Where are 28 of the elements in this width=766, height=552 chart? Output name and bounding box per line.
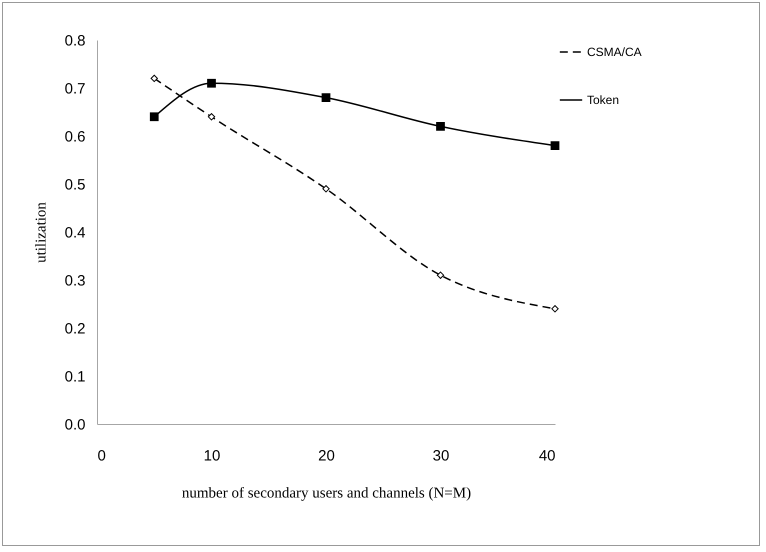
x-tick-label: 0 — [98, 448, 106, 464]
point — [436, 272, 444, 279]
x-tick-label: 20 — [318, 448, 335, 464]
y-tick-label: 0.2 — [64, 320, 86, 338]
legend-label: Token — [587, 93, 620, 107]
y-tick-label: 0.0 — [64, 416, 86, 434]
point — [550, 141, 560, 150]
y-tick-label: 0.1 — [64, 368, 86, 386]
y-tick-label: 0.7 — [64, 80, 86, 98]
y-tick-label: 0.8 — [64, 32, 86, 50]
x-axis-title: number of secondary users and channels (N=M) — [182, 486, 472, 502]
y-tick-label: 0.3 — [64, 272, 86, 290]
legend-label: CSMA/CA — [587, 45, 642, 59]
x-tick-label: 10 — [204, 448, 220, 464]
point — [551, 305, 559, 312]
point — [436, 122, 445, 131]
point — [207, 78, 216, 88]
y-axis-title: utilization — [34, 202, 50, 263]
x-tick-label: 40 — [538, 448, 556, 464]
y-tick-label: 0.4 — [64, 224, 86, 242]
y-tick-label: 0.6 — [64, 128, 86, 146]
x-tick-label: 30 — [432, 448, 450, 464]
point — [322, 93, 330, 102]
point — [150, 74, 158, 82]
point — [322, 185, 330, 192]
point — [208, 113, 216, 120]
y-tick-label: 0.5 — [64, 176, 86, 194]
point — [150, 112, 159, 122]
